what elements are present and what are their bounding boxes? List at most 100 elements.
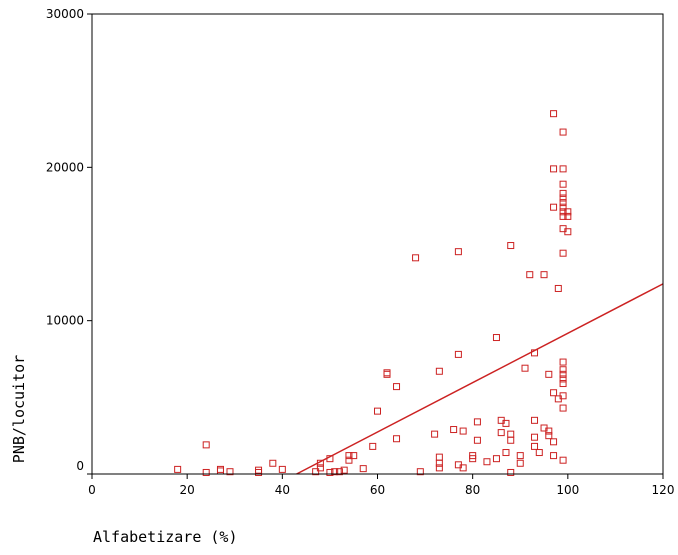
data-point — [393, 435, 401, 443]
data-point — [369, 442, 377, 450]
data-point — [526, 271, 534, 279]
data-point — [559, 203, 567, 211]
data-point — [559, 456, 567, 464]
data-point — [559, 194, 567, 202]
data-point — [483, 458, 491, 466]
data-point — [473, 436, 481, 444]
data-point — [226, 468, 234, 476]
y-tick-label: 30000 — [46, 7, 84, 21]
data-point — [559, 380, 567, 388]
data-point — [269, 459, 277, 467]
data-point — [564, 228, 572, 236]
data-point — [507, 436, 515, 444]
y-tick-label: 10000 — [46, 314, 84, 328]
data-point — [492, 334, 500, 342]
data-point — [516, 452, 524, 460]
data-point — [550, 438, 558, 446]
data-point — [469, 455, 477, 463]
x-tick-label: 0 — [88, 483, 96, 497]
data-point — [545, 370, 553, 378]
data-point — [559, 249, 567, 257]
data-point — [326, 455, 334, 463]
data-point — [564, 212, 572, 220]
x-tick-label: 100 — [556, 483, 579, 497]
data-point — [454, 248, 462, 256]
data-point — [374, 407, 381, 415]
x-tick-label: 40 — [275, 483, 290, 497]
data-point — [316, 459, 324, 467]
data-point — [540, 271, 548, 279]
data-point — [350, 452, 358, 460]
y-axis-ticks: 0 10000 20000 30000 — [46, 7, 92, 475]
data-point — [531, 433, 539, 441]
data-point — [331, 468, 339, 476]
y-tick-label: 20000 — [46, 160, 84, 174]
data-point — [550, 165, 558, 173]
data-point — [326, 468, 334, 476]
data-point — [174, 465, 182, 473]
data-point — [531, 349, 539, 357]
data-point — [554, 284, 562, 292]
data-point — [559, 180, 567, 188]
data-point — [559, 189, 567, 197]
data-point — [359, 465, 367, 473]
data-points — [174, 110, 572, 476]
x-tick-label: 20 — [180, 483, 195, 497]
data-point — [383, 369, 391, 377]
data-point — [459, 427, 467, 435]
data-point — [431, 430, 439, 438]
data-point — [216, 467, 224, 475]
data-point — [416, 468, 424, 476]
data-point — [278, 465, 286, 473]
data-point — [559, 404, 567, 412]
data-point — [312, 468, 320, 476]
data-point — [531, 416, 539, 424]
x-axis-title: Alfabetizare (%) — [93, 528, 238, 546]
data-point — [516, 459, 524, 467]
data-point — [492, 455, 500, 463]
data-point — [412, 254, 420, 262]
data-point — [393, 383, 401, 391]
data-point — [564, 208, 572, 216]
data-point — [545, 432, 553, 440]
data-point — [202, 441, 210, 449]
data-point — [507, 242, 515, 250]
data-point — [507, 468, 515, 476]
data-point — [435, 464, 443, 472]
data-point — [531, 442, 539, 450]
data-point — [559, 165, 567, 173]
y-tick-label: 0 — [76, 459, 84, 473]
data-point — [559, 370, 567, 378]
regression-line — [296, 283, 664, 475]
data-point — [497, 429, 505, 437]
data-point — [559, 199, 567, 207]
data-point — [559, 366, 567, 374]
x-tick-label: 60 — [370, 483, 385, 497]
data-point — [435, 459, 443, 467]
data-point — [550, 110, 558, 118]
data-point — [450, 426, 458, 434]
data-point — [559, 212, 567, 220]
data-point — [345, 452, 353, 460]
data-point — [507, 430, 515, 438]
data-point — [559, 392, 567, 400]
x-tick-label: 80 — [465, 483, 480, 497]
data-point — [335, 468, 343, 476]
data-point — [521, 364, 529, 372]
data-point — [550, 203, 558, 211]
data-point — [216, 465, 224, 473]
x-axis-ticks: 0 20 40 60 80 100 120 — [88, 474, 674, 497]
data-point — [383, 370, 391, 378]
data-point — [435, 367, 443, 375]
data-point — [559, 208, 567, 216]
data-point — [255, 468, 263, 476]
data-point — [502, 419, 510, 427]
data-point — [435, 453, 443, 461]
y-axis-title: PNB/locuitor — [10, 355, 28, 463]
data-point — [502, 449, 510, 457]
data-point — [559, 358, 567, 366]
data-point — [473, 418, 481, 426]
data-point — [550, 452, 558, 460]
data-point — [459, 464, 467, 472]
data-point — [255, 466, 263, 474]
